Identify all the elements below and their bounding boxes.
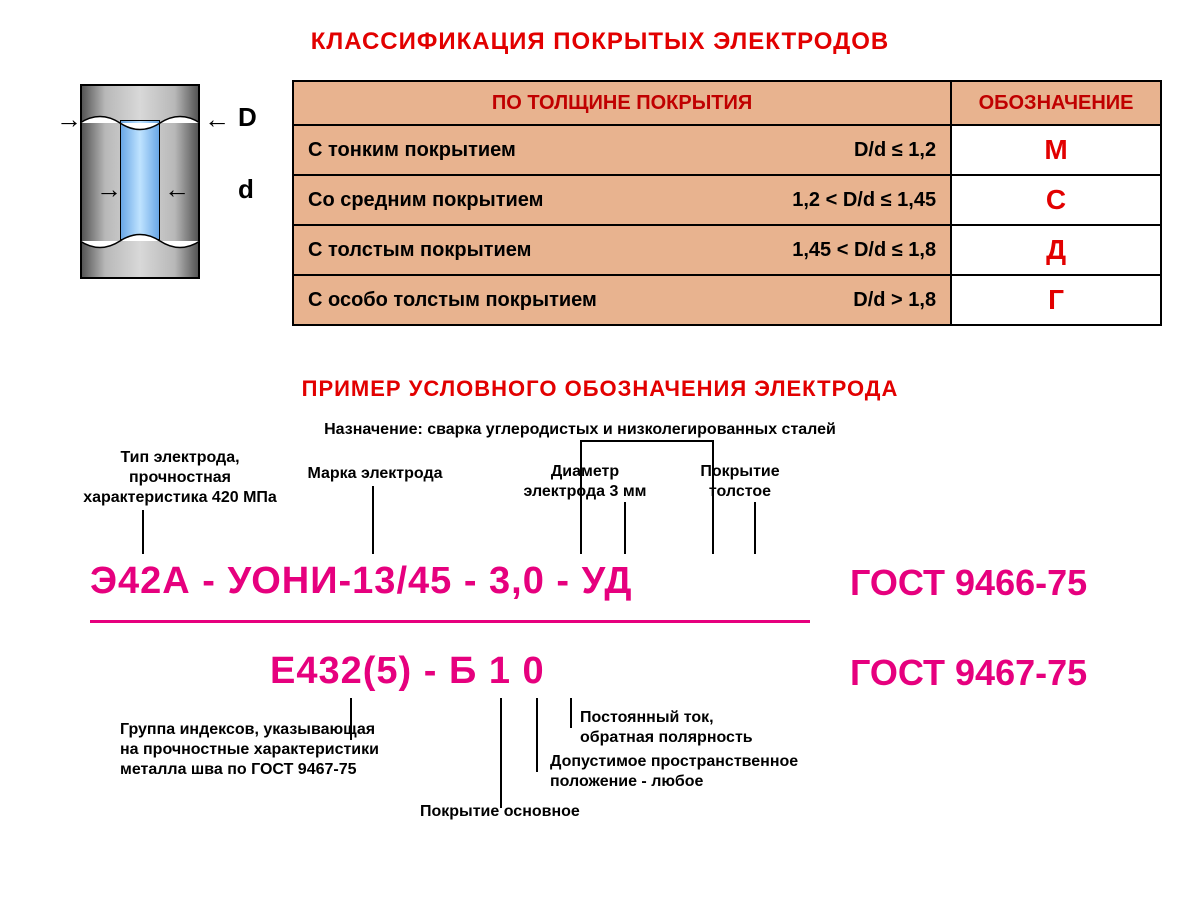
row-desc: С тонким покрытием (308, 139, 516, 161)
electrode-core (120, 120, 160, 240)
lead-line (580, 440, 582, 554)
row-symbol: М (951, 125, 1161, 175)
lead-line (372, 486, 374, 554)
formula-line1: Э42А - УОНИ-13/45 - 3,0 - УД (90, 560, 632, 603)
annot-current: Постоянный ток, обратная полярность (580, 708, 840, 748)
classification-table: ПО ТОЛЩИНЕ ПОКРЫТИЯ ОБОЗНАЧЕНИЕ С тонким… (292, 80, 1162, 326)
electrode-diagram: → ← → ← D d (60, 80, 270, 280)
main-title: КЛАССИФИКАЦИЯ ПОКРЫТЫХ ЭЛЕКТРОДОВ (0, 28, 1200, 56)
lead-line (500, 698, 502, 808)
row-desc: С особо толстым покрытием (308, 289, 597, 311)
row-symbol: Г (951, 275, 1161, 325)
formula-diagram: Назначение: сварка углеродистых и низкол… (50, 420, 1150, 830)
annot-coating-thick: Покрытие толстое (680, 462, 800, 502)
table-row: С тонким покрытием D/d ≤ 1,2 М (293, 125, 1161, 175)
row-symbol: Д (951, 225, 1161, 275)
annot-position: Допустимое пространственное положение - … (550, 752, 850, 792)
table-row: С особо толстым покрытием D/d > 1,8 Г (293, 275, 1161, 325)
row-desc: С толстым покрытием (308, 239, 531, 261)
annot-group: Группа индексов, указывающая на прочност… (120, 720, 400, 780)
lead-line (142, 510, 144, 554)
break-line-top (80, 110, 200, 136)
arrow-d-right-icon: ← (164, 174, 190, 205)
annot-diameter: Диаметр электрода 3 мм (510, 462, 660, 502)
lead-line (570, 698, 572, 728)
formula-line2: Е432(5) - Б 1 0 (270, 650, 545, 693)
break-line-bottom (80, 228, 200, 254)
table-row: Со средним покрытием 1,2 < D/d ≤ 1,45 С (293, 175, 1161, 225)
annot-type: Тип электрода, прочностная характеристик… (80, 448, 280, 508)
lead-line (754, 502, 756, 554)
row-ratio: D/d ≤ 1,2 (854, 139, 936, 162)
label-d: d (238, 174, 254, 205)
top-section: → ← → ← D d ПО ТОЛЩИНЕ ПОКРЫТИЯ ОБОЗНАЧЕ… (0, 80, 1200, 326)
arrow-D-right-icon: ← (204, 104, 230, 135)
row-ratio: 1,45 < D/d ≤ 1,8 (792, 239, 936, 262)
sub-title: ПРИМЕР УСЛОВНОГО ОБОЗНАЧЕНИЯ ЭЛЕКТРОДА (0, 376, 1200, 402)
header-symbol: ОБОЗНАЧЕНИЕ (951, 81, 1161, 125)
annot-coating-base: Покрытие основное (420, 802, 580, 822)
annot-purpose: Назначение: сварка углеродистых и низкол… (300, 420, 860, 440)
row-ratio: D/d > 1,8 (853, 289, 936, 312)
lead-line (536, 698, 538, 772)
row-ratio: 1,2 < D/d ≤ 1,45 (792, 189, 936, 212)
table-row: С толстым покрытием 1,45 < D/d ≤ 1,8 Д (293, 225, 1161, 275)
row-desc: Со средним покрытием (308, 189, 543, 211)
gost-bottom: ГОСТ 9467-75 (850, 652, 1087, 694)
annot-brand: Марка электрода (290, 464, 460, 484)
header-thickness: ПО ТОЛЩИНЕ ПОКРЫТИЯ (293, 81, 951, 125)
label-D: D (238, 102, 257, 133)
gost-top: ГОСТ 9466-75 (850, 562, 1087, 604)
formula-divider (90, 620, 810, 623)
arrow-D-left-icon: → (56, 104, 82, 135)
row-symbol: С (951, 175, 1161, 225)
lead-line (580, 440, 712, 442)
arrow-d-left-icon: → (96, 174, 122, 205)
lead-line (712, 440, 714, 554)
lead-line (624, 502, 626, 554)
